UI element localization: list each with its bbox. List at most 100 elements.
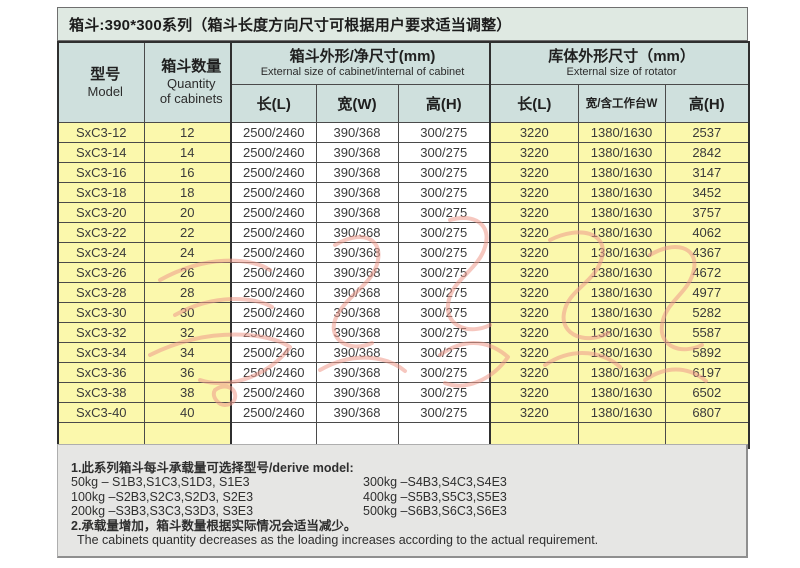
table-cell: 300/275 (397, 321, 491, 343)
table-cell: 2500/2460 (230, 401, 317, 423)
table-cell: 28 (143, 281, 232, 303)
table-cell: 2537 (664, 121, 750, 143)
table-cell: 1380/1630 (577, 261, 666, 283)
table-cell: 300/275 (397, 141, 491, 163)
table-cell: 2500/2460 (230, 301, 317, 323)
table-row: SxC3-30 30 2500/2460 390/368 300/275 3220 1380… (57, 301, 750, 323)
rotator-group-en: External size of rotator (566, 65, 677, 78)
table-cell: 390/368 (315, 221, 399, 243)
table-cell: 26 (143, 261, 232, 283)
table-row: SxC3-40 40 2500/2460 390/368 300/275 3220 1380… (57, 401, 750, 423)
table-cell: 12 (143, 121, 232, 143)
table-cell: 3220 (489, 401, 579, 423)
page-title: 箱斗:390*300系列（箱斗长度方向尺寸可根据用户要求适当调整） (57, 7, 748, 41)
table-cell: SxC3-22 (57, 221, 145, 243)
table-row: SxC3-38 38 2500/2460 390/368 300/275 3220 1380… (57, 381, 750, 403)
table-cell: SxC3-40 (57, 401, 145, 423)
table-cell: 1380/1630 (577, 281, 666, 303)
table-cell: 390/368 (315, 241, 399, 263)
notes-panel: 1.此系列箱斗每斗承载量可选择型号/derive model: 50kg – S… (57, 444, 748, 558)
table-cell: 3220 (489, 381, 579, 403)
model-header-en: Model (87, 83, 123, 99)
table-cell: 3452 (664, 181, 750, 203)
table-cell: 14 (143, 141, 232, 163)
table-cell: 40 (143, 401, 232, 423)
spec-table: 型号 Model 箱斗数量 Quantity of cabinets 箱斗外形/… (57, 41, 751, 449)
table-cell: 300/275 (397, 361, 491, 383)
table-cell: 300/275 (397, 401, 491, 423)
note-line-2-en: The cabinets quantity decreases as the l… (77, 533, 599, 548)
table-cell: 16 (143, 161, 232, 183)
table-body: SxC3-12 12 2500/2460 390/368 300/275 3220 1380… (57, 121, 750, 449)
table-cell: 6807 (664, 401, 750, 423)
table-cell: SxC3-18 (57, 181, 145, 203)
table-cell: 24 (143, 241, 232, 263)
table-cell: 300/275 (397, 341, 491, 363)
table-cell: 390/368 (315, 121, 399, 143)
group-header-cabinet-size: 箱斗外形/净尺寸(mm) External size of cabinet/in… (229, 41, 491, 85)
table-cell: 4672 (664, 261, 750, 283)
table-cell: 2500/2460 (230, 361, 317, 383)
table-cell: 2842 (664, 141, 750, 163)
table-cell: 2500/2460 (230, 321, 317, 343)
table-cell: 390/368 (315, 401, 399, 423)
table-cell: 2500/2460 (230, 181, 317, 203)
note-line-1: 1.此系列箱斗每斗承载量可选择型号/derive model: (71, 461, 354, 475)
derive-model-item: 200kg –S3B3,S3C3,S3D3, S3E3 (71, 504, 254, 519)
col-header-cabinet-width: 宽(W) (315, 83, 399, 123)
table-cell: 300/275 (397, 381, 491, 403)
table-cell: 3220 (489, 181, 579, 203)
table-cell: 1380/1630 (577, 401, 666, 423)
table-cell: 1380/1630 (577, 201, 666, 223)
derive-model-item: 300kg –S4B3,S4C3,S4E3 (363, 475, 507, 490)
table-cell: 34 (143, 341, 232, 363)
derive-model-columns: 50kg – S1B3,S1C3,S1D3, S1E3 100kg –S2B3,… (71, 475, 746, 518)
derive-model-right-column: 300kg –S4B3,S4C3,S4E3 400kg –S5B3,S5C3,S… (363, 475, 683, 518)
table-cell: 3220 (489, 201, 579, 223)
table-cell: 4977 (664, 281, 750, 303)
table-cell: 390/368 (315, 181, 399, 203)
table-cell: 2500/2460 (230, 281, 317, 303)
table-cell: 300/275 (397, 301, 491, 323)
table-cell: 390/368 (315, 321, 399, 343)
table-cell: 390/368 (315, 381, 399, 403)
col-header-cabinet-height: 高(H) (397, 83, 491, 123)
table-cell: 1380/1630 (577, 141, 666, 163)
derive-model-item: 500kg –S6B3,S6C3,S6E3 (363, 504, 507, 519)
table-cell: 18 (143, 181, 232, 203)
quantity-header-en2: of cabinets (159, 91, 223, 107)
table-cell: SxC3-12 (57, 121, 145, 143)
table-cell: 2500/2460 (230, 341, 317, 363)
table-cell: 390/368 (315, 341, 399, 363)
table-cell: 6197 (664, 361, 750, 383)
table-row: SxC3-22 22 2500/2460 390/368 300/275 3220 1380… (57, 221, 750, 243)
table-cell: 2500/2460 (230, 221, 317, 243)
table-cell: 3220 (489, 301, 579, 323)
group-header-rotator-size: 库体外形尺寸（mm） External size of rotator (489, 41, 750, 85)
table-row: SxC3-32 32 2500/2460 390/368 300/275 3220 1380… (57, 321, 750, 343)
table-cell: 2500/2460 (230, 381, 317, 403)
table-row: SxC3-12 12 2500/2460 390/368 300/275 3220 1380… (57, 121, 750, 143)
header-row-groups: 型号 Model 箱斗数量 Quantity of cabinets 箱斗外形/… (57, 41, 750, 123)
table-cell: 38 (143, 381, 232, 403)
table-row: SxC3-18 18 2500/2460 390/368 300/275 3220 1380… (57, 181, 750, 203)
table-cell: 4367 (664, 241, 750, 263)
table-cell: SxC3-28 (57, 281, 145, 303)
table-cell: 390/368 (315, 141, 399, 163)
table-cell: SxC3-30 (57, 301, 145, 323)
col-header-rotator-width: 宽/含工作台W (577, 83, 666, 123)
table-cell: 1380/1630 (577, 381, 666, 403)
table-cell: 390/368 (315, 261, 399, 283)
table-cell: 2500/2460 (230, 121, 317, 143)
table-cell: SxC3-36 (57, 361, 145, 383)
table-cell: 390/368 (315, 161, 399, 183)
derive-model-item: 100kg –S2B3,S2C3,S2D3, S2E3 (71, 489, 254, 504)
table-cell: 3757 (664, 201, 750, 223)
table-cell: 300/275 (397, 201, 491, 223)
table-cell: SxC3-38 (57, 381, 145, 403)
table-row: SxC3-36 36 2500/2460 390/368 300/275 3220 1380… (57, 361, 750, 383)
table-cell: 300/275 (397, 181, 491, 203)
cabinet-group-zh: 箱斗外形/净尺寸(mm) (289, 47, 436, 65)
table-cell: 300/275 (397, 121, 491, 143)
table-cell: 1380/1630 (577, 301, 666, 323)
